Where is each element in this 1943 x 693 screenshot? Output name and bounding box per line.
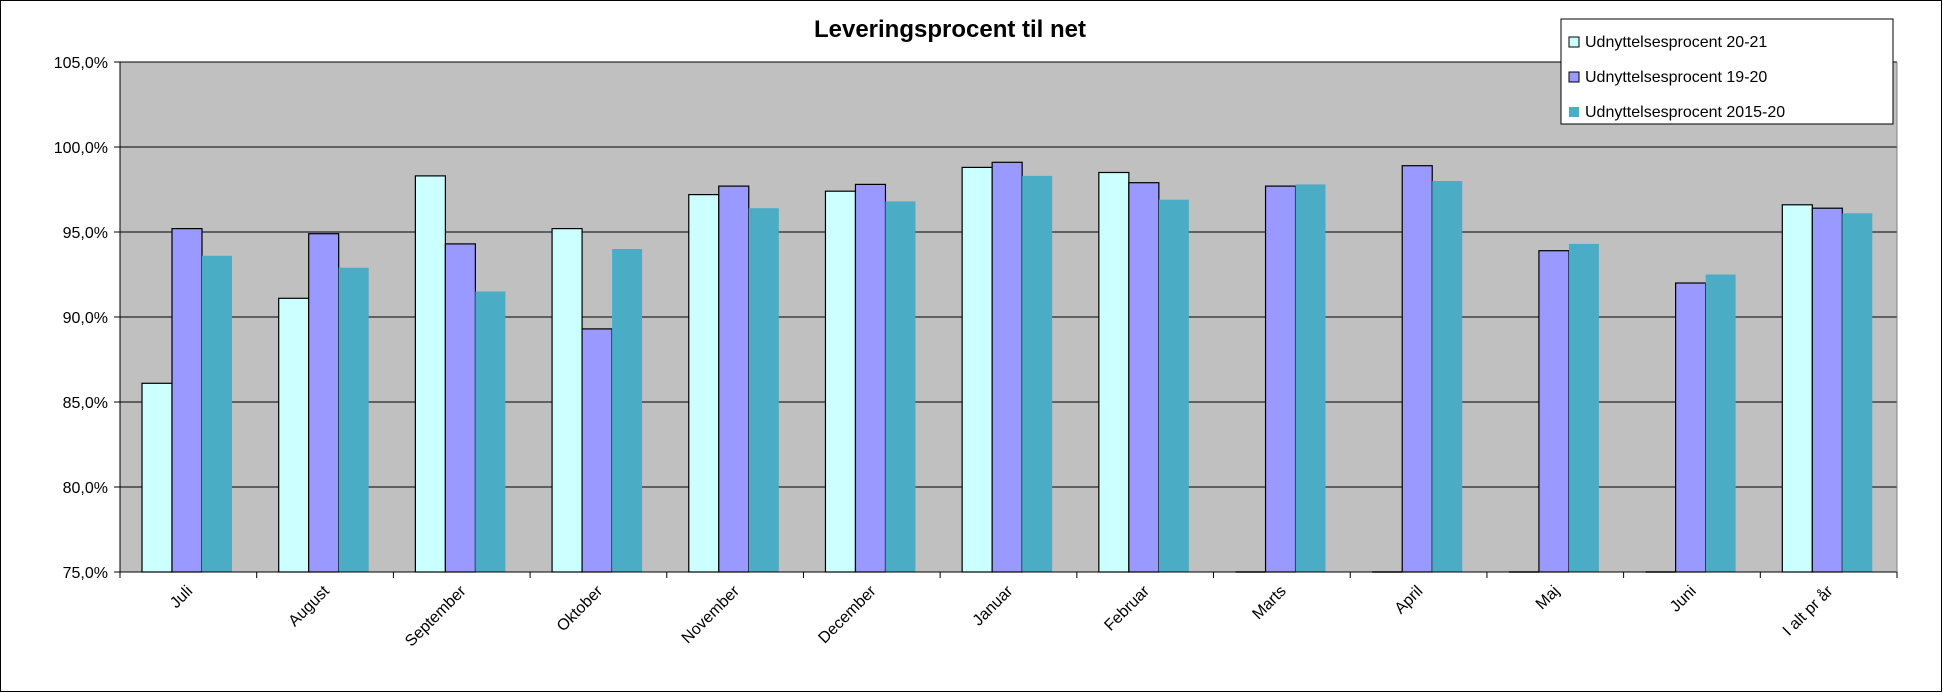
y-tick-label: 90,0% — [63, 310, 108, 327]
bar — [278, 297, 310, 573]
legend: Udnyttelsesprocent 20-21 Udnyttelsesproce… — [1560, 18, 1894, 125]
bar — [854, 183, 887, 573]
bar — [961, 166, 993, 573]
bar — [885, 201, 916, 572]
legend-label: Udnyttelsesprocent 2015-20 — [1585, 104, 1785, 121]
bar — [1158, 199, 1189, 572]
bar — [1568, 243, 1599, 572]
bar — [1022, 175, 1053, 572]
bar — [414, 175, 446, 573]
legend-swatch — [1569, 107, 1579, 117]
bar — [308, 233, 340, 573]
bar — [1538, 250, 1570, 573]
bar — [1675, 282, 1707, 573]
legend-label: Udnyttelsesprocent 19-20 — [1585, 69, 1767, 86]
bar — [1781, 204, 1813, 573]
y-tick-label: 95,0% — [63, 225, 108, 242]
bar — [1128, 182, 1160, 573]
bar — [718, 185, 750, 573]
bar — [551, 228, 583, 573]
bar — [1842, 213, 1873, 573]
bar — [1098, 171, 1130, 573]
y-tick-label: 100,0% — [54, 140, 108, 157]
bar — [1432, 181, 1463, 572]
bar — [202, 255, 232, 573]
bar — [475, 291, 506, 572]
y-tick-label: 80,0% — [63, 480, 108, 497]
y-tick-label: 85,0% — [63, 395, 108, 412]
bar — [1401, 165, 1433, 573]
legend-box — [1560, 18, 1894, 125]
bar — [581, 328, 613, 573]
bar — [688, 194, 720, 573]
bar — [444, 243, 476, 573]
bar — [1705, 274, 1736, 572]
y-tick-label: 105,0% — [54, 55, 108, 72]
bar — [991, 161, 1023, 573]
chart-title: Leveringsprocent til net — [814, 16, 1086, 43]
y-tick-label: 75,0% — [63, 565, 108, 582]
bar — [612, 249, 643, 572]
bar — [1264, 185, 1297, 573]
bar — [1295, 184, 1326, 572]
bar — [338, 267, 369, 572]
bar — [141, 382, 173, 573]
bar — [748, 208, 779, 572]
legend-swatch — [1568, 36, 1580, 48]
bar — [824, 190, 857, 573]
bar — [171, 228, 203, 573]
legend-swatch — [1568, 71, 1580, 83]
bar — [1811, 207, 1843, 573]
legend-label: Udnyttelsesprocent 20-21 — [1585, 34, 1767, 51]
y-tick-labels: 75,0% 80,0% 85,0% 90,0% 95,0% 100,0% 105,0% — [54, 55, 120, 582]
